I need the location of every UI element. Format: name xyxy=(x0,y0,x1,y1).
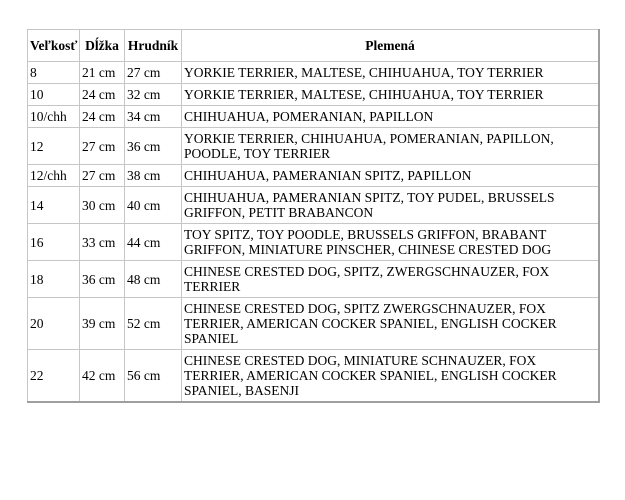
cell-chest: 38 cm xyxy=(124,164,182,187)
header-length: Dĺžka xyxy=(79,29,125,62)
cell-length: 33 cm xyxy=(79,223,125,261)
table-row: 20 39 cm 52 cm CHINESE CRESTED DOG, SPIT… xyxy=(27,297,600,350)
cell-breeds: CHINESE CRESTED DOG, SPITZ ZWERGSCHNAUZE… xyxy=(181,297,600,350)
table-row: 12 27 cm 36 cm YORKIE TERRIER, CHIHUAHUA… xyxy=(27,127,600,165)
cell-size: 10/chh xyxy=(27,105,80,128)
table-row: 8 21 cm 27 cm YORKIE TERRIER, MALTESE, C… xyxy=(27,61,600,84)
cell-chest: 52 cm xyxy=(124,297,182,350)
page-content: Veľkosť Dĺžka Hrudník Plemená 8 21 cm 27… xyxy=(27,29,600,403)
cell-size: 14 xyxy=(27,186,80,224)
table-body: 8 21 cm 27 cm YORKIE TERRIER, MALTESE, C… xyxy=(27,61,600,403)
cell-length: 24 cm xyxy=(79,83,125,106)
dog-size-chart-table: Veľkosť Dĺžka Hrudník Plemená 8 21 cm 27… xyxy=(27,29,600,403)
table-row: 14 30 cm 40 cm CHIHUAHUA, PAMERANIAN SPI… xyxy=(27,186,600,224)
cell-size: 20 xyxy=(27,297,80,350)
cell-breeds: YORKIE TERRIER, MALTESE, CHIHUAHUA, TOY … xyxy=(181,61,600,84)
header-size: Veľkosť xyxy=(27,29,80,62)
cell-length: 24 cm xyxy=(79,105,125,128)
cell-chest: 56 cm xyxy=(124,349,182,403)
table-header-row: Veľkosť Dĺžka Hrudník Plemená xyxy=(27,29,600,62)
table-row: 18 36 cm 48 cm CHINESE CRESTED DOG, SPIT… xyxy=(27,260,600,298)
cell-size: 12/chh xyxy=(27,164,80,187)
cell-size: 8 xyxy=(27,61,80,84)
cell-length: 36 cm xyxy=(79,260,125,298)
cell-length: 27 cm xyxy=(79,164,125,187)
cell-length: 21 cm xyxy=(79,61,125,84)
cell-size: 22 xyxy=(27,349,80,403)
table-row: 22 42 cm 56 cm CHINESE CRESTED DOG, MINI… xyxy=(27,349,600,403)
cell-chest: 34 cm xyxy=(124,105,182,128)
cell-size: 18 xyxy=(27,260,80,298)
cell-length: 30 cm xyxy=(79,186,125,224)
cell-breeds: CHIHUAHUA, PAMERANIAN SPITZ, PAPILLON xyxy=(181,164,600,187)
cell-breeds: CHINESE CRESTED DOG, MINIATURE SCHNAUZER… xyxy=(181,349,600,403)
cell-breeds: CHIHUAHUA, PAMERANIAN SPITZ, TOY PUDEL, … xyxy=(181,186,600,224)
cell-size: 12 xyxy=(27,127,80,165)
cell-size: 10 xyxy=(27,83,80,106)
cell-chest: 44 cm xyxy=(124,223,182,261)
cell-chest: 32 cm xyxy=(124,83,182,106)
cell-chest: 36 cm xyxy=(124,127,182,165)
cell-breeds: CHINESE CRESTED DOG, SPITZ, ZWERGSCHNAUZ… xyxy=(181,260,600,298)
table-row: 12/chh 27 cm 38 cm CHIHUAHUA, PAMERANIAN… xyxy=(27,164,600,187)
cell-breeds: YORKIE TERRIER, CHIHUAHUA, POMERANIAN, P… xyxy=(181,127,600,165)
cell-length: 42 cm xyxy=(79,349,125,403)
cell-breeds: TOY SPITZ, TOY POODLE, BRUSSELS GRIFFON,… xyxy=(181,223,600,261)
table-row: 16 33 cm 44 cm TOY SPITZ, TOY POODLE, BR… xyxy=(27,223,600,261)
cell-length: 27 cm xyxy=(79,127,125,165)
table-row: 10 24 cm 32 cm YORKIE TERRIER, MALTESE, … xyxy=(27,83,600,106)
cell-length: 39 cm xyxy=(79,297,125,350)
table-row: 10/chh 24 cm 34 cm CHIHUAHUA, POMERANIAN… xyxy=(27,105,600,128)
header-breeds: Plemená xyxy=(181,29,600,62)
header-chest: Hrudník xyxy=(124,29,182,62)
cell-chest: 27 cm xyxy=(124,61,182,84)
cell-breeds: CHIHUAHUA, POMERANIAN, PAPILLON xyxy=(181,105,600,128)
cell-chest: 40 cm xyxy=(124,186,182,224)
cell-size: 16 xyxy=(27,223,80,261)
cell-breeds: YORKIE TERRIER, MALTESE, CHIHUAHUA, TOY … xyxy=(181,83,600,106)
cell-chest: 48 cm xyxy=(124,260,182,298)
